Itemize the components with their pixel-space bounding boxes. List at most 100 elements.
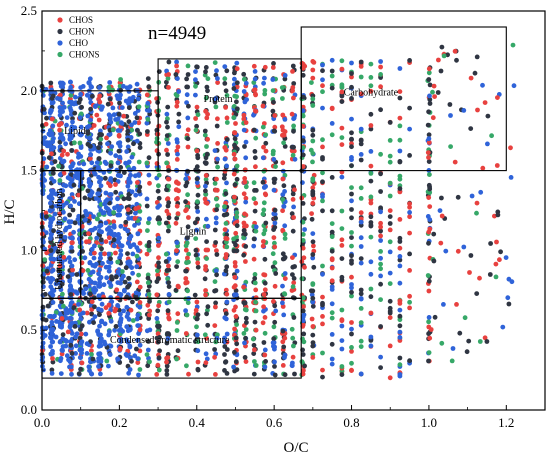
data-point (253, 108, 258, 114)
data-point (44, 115, 49, 121)
data-point (136, 372, 141, 378)
data-point (339, 93, 345, 99)
data-point (48, 263, 54, 268)
data-point (272, 244, 278, 250)
data-point (164, 68, 170, 74)
data-point (135, 312, 141, 318)
data-point (349, 84, 354, 90)
data-point (89, 311, 94, 317)
data-point (270, 88, 276, 93)
data-point (84, 92, 90, 98)
data-point (62, 216, 68, 222)
data-point (54, 203, 60, 209)
data-point (243, 327, 249, 332)
data-point (213, 288, 219, 293)
data-point (48, 248, 54, 253)
data-point (387, 193, 393, 199)
data-point (183, 331, 189, 336)
data-point (320, 89, 325, 95)
data-point (78, 154, 84, 159)
data-point (339, 338, 345, 343)
data-point (184, 235, 190, 241)
data-point (92, 250, 97, 256)
data-point (88, 371, 94, 376)
data-point (349, 326, 354, 332)
data-point (119, 105, 125, 110)
data-point (233, 314, 239, 319)
data-point (252, 69, 258, 74)
data-point (64, 200, 69, 206)
data-point (252, 359, 257, 364)
data-point (358, 291, 364, 297)
data-point (280, 197, 286, 202)
legend-marker (57, 51, 63, 58)
data-point (68, 92, 74, 98)
data-point (291, 315, 297, 320)
data-point (426, 350, 432, 355)
data-point (60, 109, 65, 114)
data-point (60, 188, 66, 194)
data-point (320, 68, 325, 74)
data-point (292, 264, 297, 269)
data-point (146, 283, 152, 289)
data-point (43, 291, 48, 297)
data-point (116, 328, 122, 333)
data-point (368, 111, 374, 117)
data-point (320, 179, 325, 185)
data-point (282, 335, 288, 341)
data-point (42, 178, 48, 183)
data-point (108, 295, 114, 300)
data-point (91, 287, 96, 292)
data-point (439, 44, 445, 50)
data-point (397, 329, 403, 335)
data-point (124, 85, 130, 91)
data-point (144, 251, 150, 257)
data-point (213, 240, 219, 245)
data-point (252, 208, 258, 214)
data-point (387, 159, 393, 165)
data-point (241, 116, 247, 122)
data-point (378, 209, 383, 215)
data-point (73, 334, 78, 340)
data-point (272, 207, 278, 213)
data-point (243, 315, 249, 321)
data-point (358, 256, 364, 261)
data-point (508, 145, 513, 151)
data-point (251, 196, 257, 202)
data-point (144, 196, 150, 202)
data-point (175, 311, 181, 317)
data-point (224, 115, 230, 121)
data-point (94, 235, 100, 241)
data-point (113, 250, 118, 256)
data-point (260, 155, 266, 161)
data-point (387, 270, 393, 276)
data-point (163, 220, 169, 226)
data-point (439, 213, 445, 219)
data-point (43, 210, 49, 216)
data-point (111, 237, 117, 243)
data-point (262, 330, 268, 336)
data-point (42, 135, 48, 141)
data-point (109, 299, 115, 305)
data-point (125, 128, 131, 134)
data-point (56, 163, 61, 169)
legend-label: CHON (69, 27, 95, 37)
data-point (126, 177, 132, 183)
data-point (96, 283, 102, 289)
data-point (183, 199, 189, 205)
data-point (144, 328, 150, 334)
data-point (155, 362, 161, 368)
data-point (262, 256, 268, 262)
data-point (339, 226, 345, 232)
data-point (166, 284, 172, 289)
data-point (155, 188, 161, 194)
data-point (310, 159, 315, 165)
data-point (61, 148, 67, 154)
data-point (222, 227, 228, 233)
data-point (174, 264, 180, 269)
data-point (70, 116, 75, 121)
data-point (129, 127, 135, 133)
data-point (103, 264, 109, 270)
data-point (290, 284, 296, 290)
data-point (135, 337, 141, 343)
